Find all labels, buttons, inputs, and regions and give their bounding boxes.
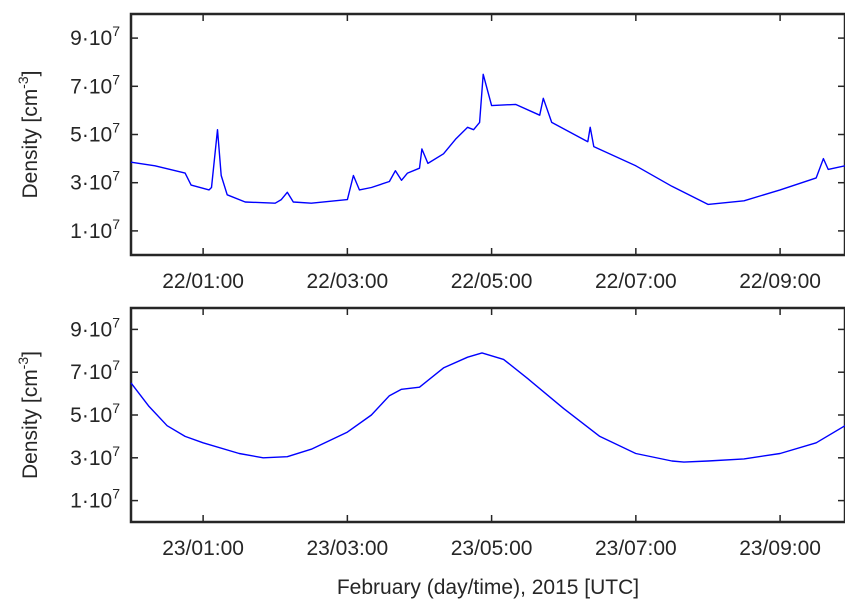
y-tick-label: 3·107 — [70, 443, 120, 470]
x-tick-label: 23/03:00 — [306, 537, 388, 560]
y-tick-label: 9·107 — [70, 314, 120, 341]
density-series-line — [130, 352, 845, 463]
x-tick-label: 22/05:00 — [451, 270, 533, 293]
bottom-density-panel: 1·107 3·107 5·107 7·107 9·107 23/01:00 23/03:0… — [15, 306, 845, 560]
x-tick-label: 22/07:00 — [595, 270, 677, 293]
y-tick-label: 5·107 — [70, 400, 120, 427]
x-axis-label: February (day/time), 2015 [UTC] — [337, 576, 639, 599]
y-tick-label: 9·107 — [70, 23, 120, 50]
x-tick-label: 22/01:00 — [162, 270, 244, 293]
x-tick-label: 23/05:00 — [451, 537, 533, 560]
y-tick-label: 7·107 — [70, 357, 120, 384]
plot-frame — [129, 306, 845, 524]
top-density-panel: 1·107 3·107 5·107 7·107 9·107 22/01:00 22/03:0… — [15, 12, 845, 293]
x-tick-label: 23/07:00 — [595, 537, 677, 560]
x-tick-label: 23/09:00 — [739, 537, 821, 560]
y-tick-label: 3·107 — [70, 168, 120, 195]
y-axis-label: Density [cm-3] — [15, 351, 42, 479]
y-tick-label: 1·107 — [70, 486, 120, 513]
x-tick-label: 23/01:00 — [162, 537, 244, 560]
y-tick-label: 5·107 — [70, 120, 120, 147]
plot-frame — [129, 12, 845, 257]
x-tick-label: 22/09:00 — [739, 270, 821, 293]
x-tick-label: 22/03:00 — [306, 270, 388, 293]
y-tick-label: 7·107 — [70, 71, 120, 98]
y-axis-label: Density [cm-3] — [15, 71, 42, 199]
density-series-line — [130, 73, 845, 206]
y-tick-label: 1·107 — [70, 216, 120, 243]
